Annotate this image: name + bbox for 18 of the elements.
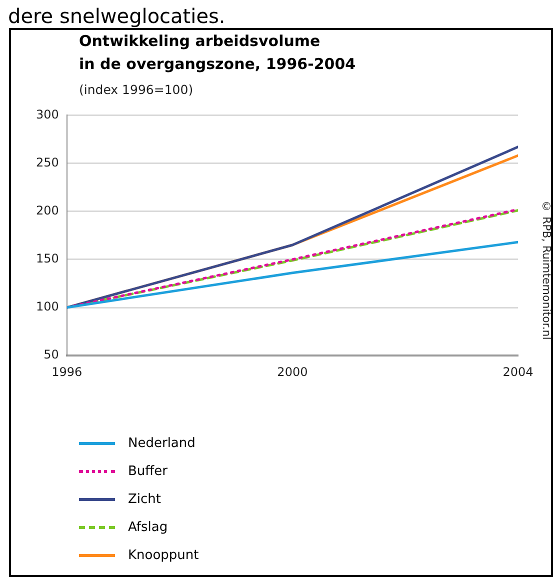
text: © RPB, Ruimtemonitor.nl	[539, 200, 553, 340]
legend-label: Buffer	[128, 464, 168, 479]
y-tick-label: 50	[44, 348, 59, 362]
y-tick-label: 200	[36, 203, 59, 218]
x-tick-label: 2004	[502, 364, 534, 379]
chart-subtitle: (index 1996=100)	[79, 82, 194, 97]
legend-label: Nederland	[128, 436, 196, 451]
legend-label: Zicht	[128, 492, 162, 507]
legend-label: Knooppunt	[128, 548, 199, 563]
y-tick-label: 250	[36, 155, 59, 170]
text: dere snelweglocaties.	[8, 4, 226, 28]
legend-label: Afslag	[128, 520, 168, 535]
chart-title: Ontwikkeling arbeidsvolume in de overgangszone, 1996-2004	[79, 31, 356, 75]
y-tick-label: 300	[36, 107, 59, 122]
y-tick-label: 100	[36, 300, 59, 314]
x-tick-label: 1996	[52, 364, 82, 379]
y-tick-label: 150	[36, 252, 59, 266]
x-tick-label: 2000	[277, 364, 308, 379]
